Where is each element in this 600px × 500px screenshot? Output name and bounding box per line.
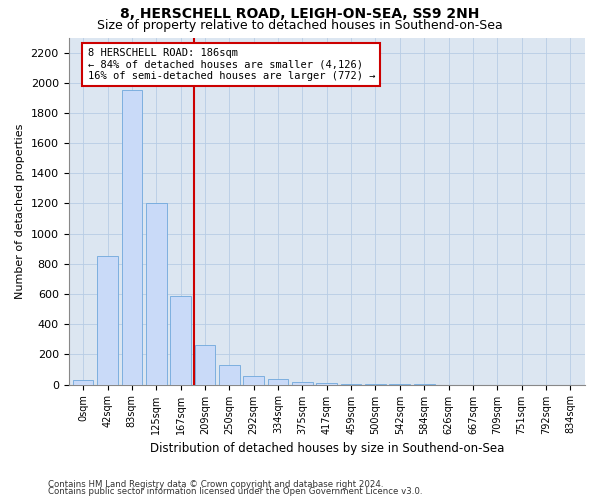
Text: 8 HERSCHELL ROAD: 186sqm
← 84% of detached houses are smaller (4,126)
16% of sem: 8 HERSCHELL ROAD: 186sqm ← 84% of detach… [88,48,375,82]
Bar [73,380,94,384]
Bar [194,346,215,385]
Text: 8, HERSCHELL ROAD, LEIGH-ON-SEA, SS9 2NH: 8, HERSCHELL ROAD, LEIGH-ON-SEA, SS9 2NH [121,8,479,22]
Bar [146,204,167,384]
Bar [170,296,191,384]
Text: Contains HM Land Registry data © Crown copyright and database right 2024.: Contains HM Land Registry data © Crown c… [48,480,383,489]
X-axis label: Distribution of detached houses by size in Southend-on-Sea: Distribution of detached houses by size … [149,442,504,455]
Bar [316,383,337,384]
Bar [97,256,118,384]
Text: Contains public sector information licensed under the Open Government Licence v3: Contains public sector information licen… [48,487,422,496]
Text: Size of property relative to detached houses in Southend-on-Sea: Size of property relative to detached ho… [97,19,503,32]
Y-axis label: Number of detached properties: Number of detached properties [15,124,25,298]
Bar [292,382,313,384]
Bar [244,376,264,384]
Bar [122,90,142,385]
Bar [219,365,239,384]
Bar [268,380,289,384]
